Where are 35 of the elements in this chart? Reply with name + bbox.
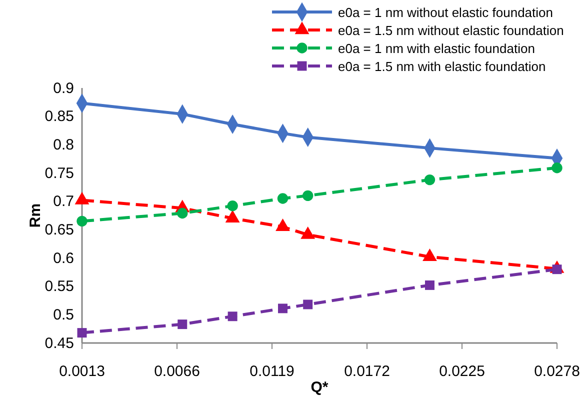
point xyxy=(424,174,436,186)
y-tick-label: 0.7 xyxy=(53,193,74,210)
point xyxy=(303,300,313,310)
y-tick-label: 0.85 xyxy=(44,108,74,126)
legend-label: e0a = 1.5 nm without elastic foundation xyxy=(338,23,564,38)
y-tick-label: 0.5 xyxy=(53,306,74,324)
y-tick-label: 0.9 xyxy=(53,80,74,97)
point xyxy=(228,312,238,322)
point xyxy=(424,280,434,290)
point xyxy=(76,216,88,227)
y-tick-label: 0.75 xyxy=(44,164,74,182)
point xyxy=(77,328,87,338)
x-tick-label: 0.0013 xyxy=(59,363,105,380)
y-tick-label: 0.6 xyxy=(53,250,74,267)
x-tick-label: 0.0172 xyxy=(344,363,390,380)
x-tick-label: 0.0278 xyxy=(534,363,580,380)
point xyxy=(177,208,188,219)
legend-label: e0a = 1.5 nm with elastic foundation xyxy=(338,59,546,74)
x-tick-label: 0.0066 xyxy=(154,363,200,380)
y-tick-label: 0.45 xyxy=(44,334,74,352)
x-tick-label: 0.0119 xyxy=(250,363,294,380)
point xyxy=(552,162,562,174)
y-tick-label: 0.55 xyxy=(44,278,74,296)
y-tick-label: 0.65 xyxy=(44,221,74,238)
y-axis-title: Rm xyxy=(27,203,44,228)
y-tick-label: 0.8 xyxy=(53,136,74,154)
legend-label: e0a = 1 nm without elastic foundation xyxy=(338,5,554,20)
point xyxy=(277,193,288,204)
point xyxy=(227,200,238,212)
legend-label: e0a = 1 nm with elastic foundation xyxy=(338,41,535,56)
x-tick-label: 0.0225 xyxy=(439,363,485,380)
x-axis-title: Q* xyxy=(310,379,328,396)
point xyxy=(278,304,288,314)
point xyxy=(302,190,314,202)
point xyxy=(178,320,188,330)
